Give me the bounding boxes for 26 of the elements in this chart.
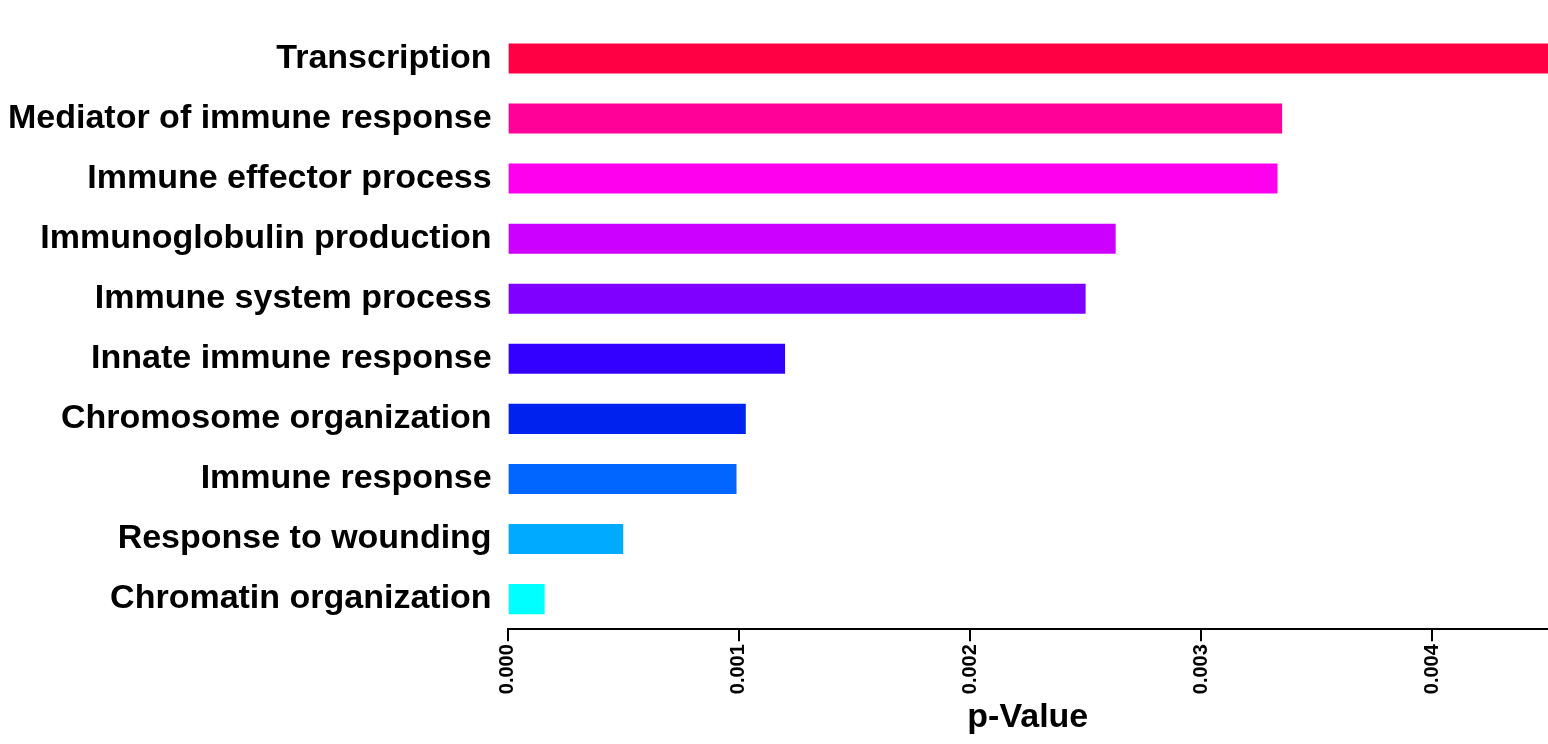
y-tick-label: Transcription — [276, 36, 492, 75]
bar — [508, 343, 786, 374]
x-tick-label: 0.001 — [726, 644, 749, 695]
x-tick-label: 0.004 — [1419, 643, 1442, 695]
y-tick-label: Chromatin organization — [110, 577, 492, 616]
y-tick-label: Immunoglobulin production — [40, 217, 492, 256]
bar — [508, 584, 545, 615]
y-tick-label: Immune response — [200, 457, 492, 496]
y-tick-label: Response to wounding — [117, 517, 492, 556]
y-tick-label: Immune system process — [94, 277, 492, 316]
bar — [508, 223, 1116, 254]
bar — [508, 283, 1086, 314]
x-tick-label: 0.003 — [1188, 644, 1211, 695]
bar — [508, 524, 624, 555]
x-tick-label: 0.002 — [957, 644, 980, 695]
x-axis-title: p-Value — [967, 695, 1089, 734]
x-tick-label: 0.000 — [495, 644, 518, 695]
bar — [508, 103, 1283, 134]
y-tick-label: Mediator of immune response — [8, 96, 492, 135]
bar — [508, 43, 1548, 74]
y-tick-label: Innate immune response — [91, 337, 492, 376]
bar — [508, 403, 746, 434]
y-tick-label: Immune effector process — [87, 156, 492, 195]
bar — [508, 163, 1278, 194]
bar — [508, 463, 737, 494]
y-tick-label: Chromosome organization — [60, 397, 492, 436]
